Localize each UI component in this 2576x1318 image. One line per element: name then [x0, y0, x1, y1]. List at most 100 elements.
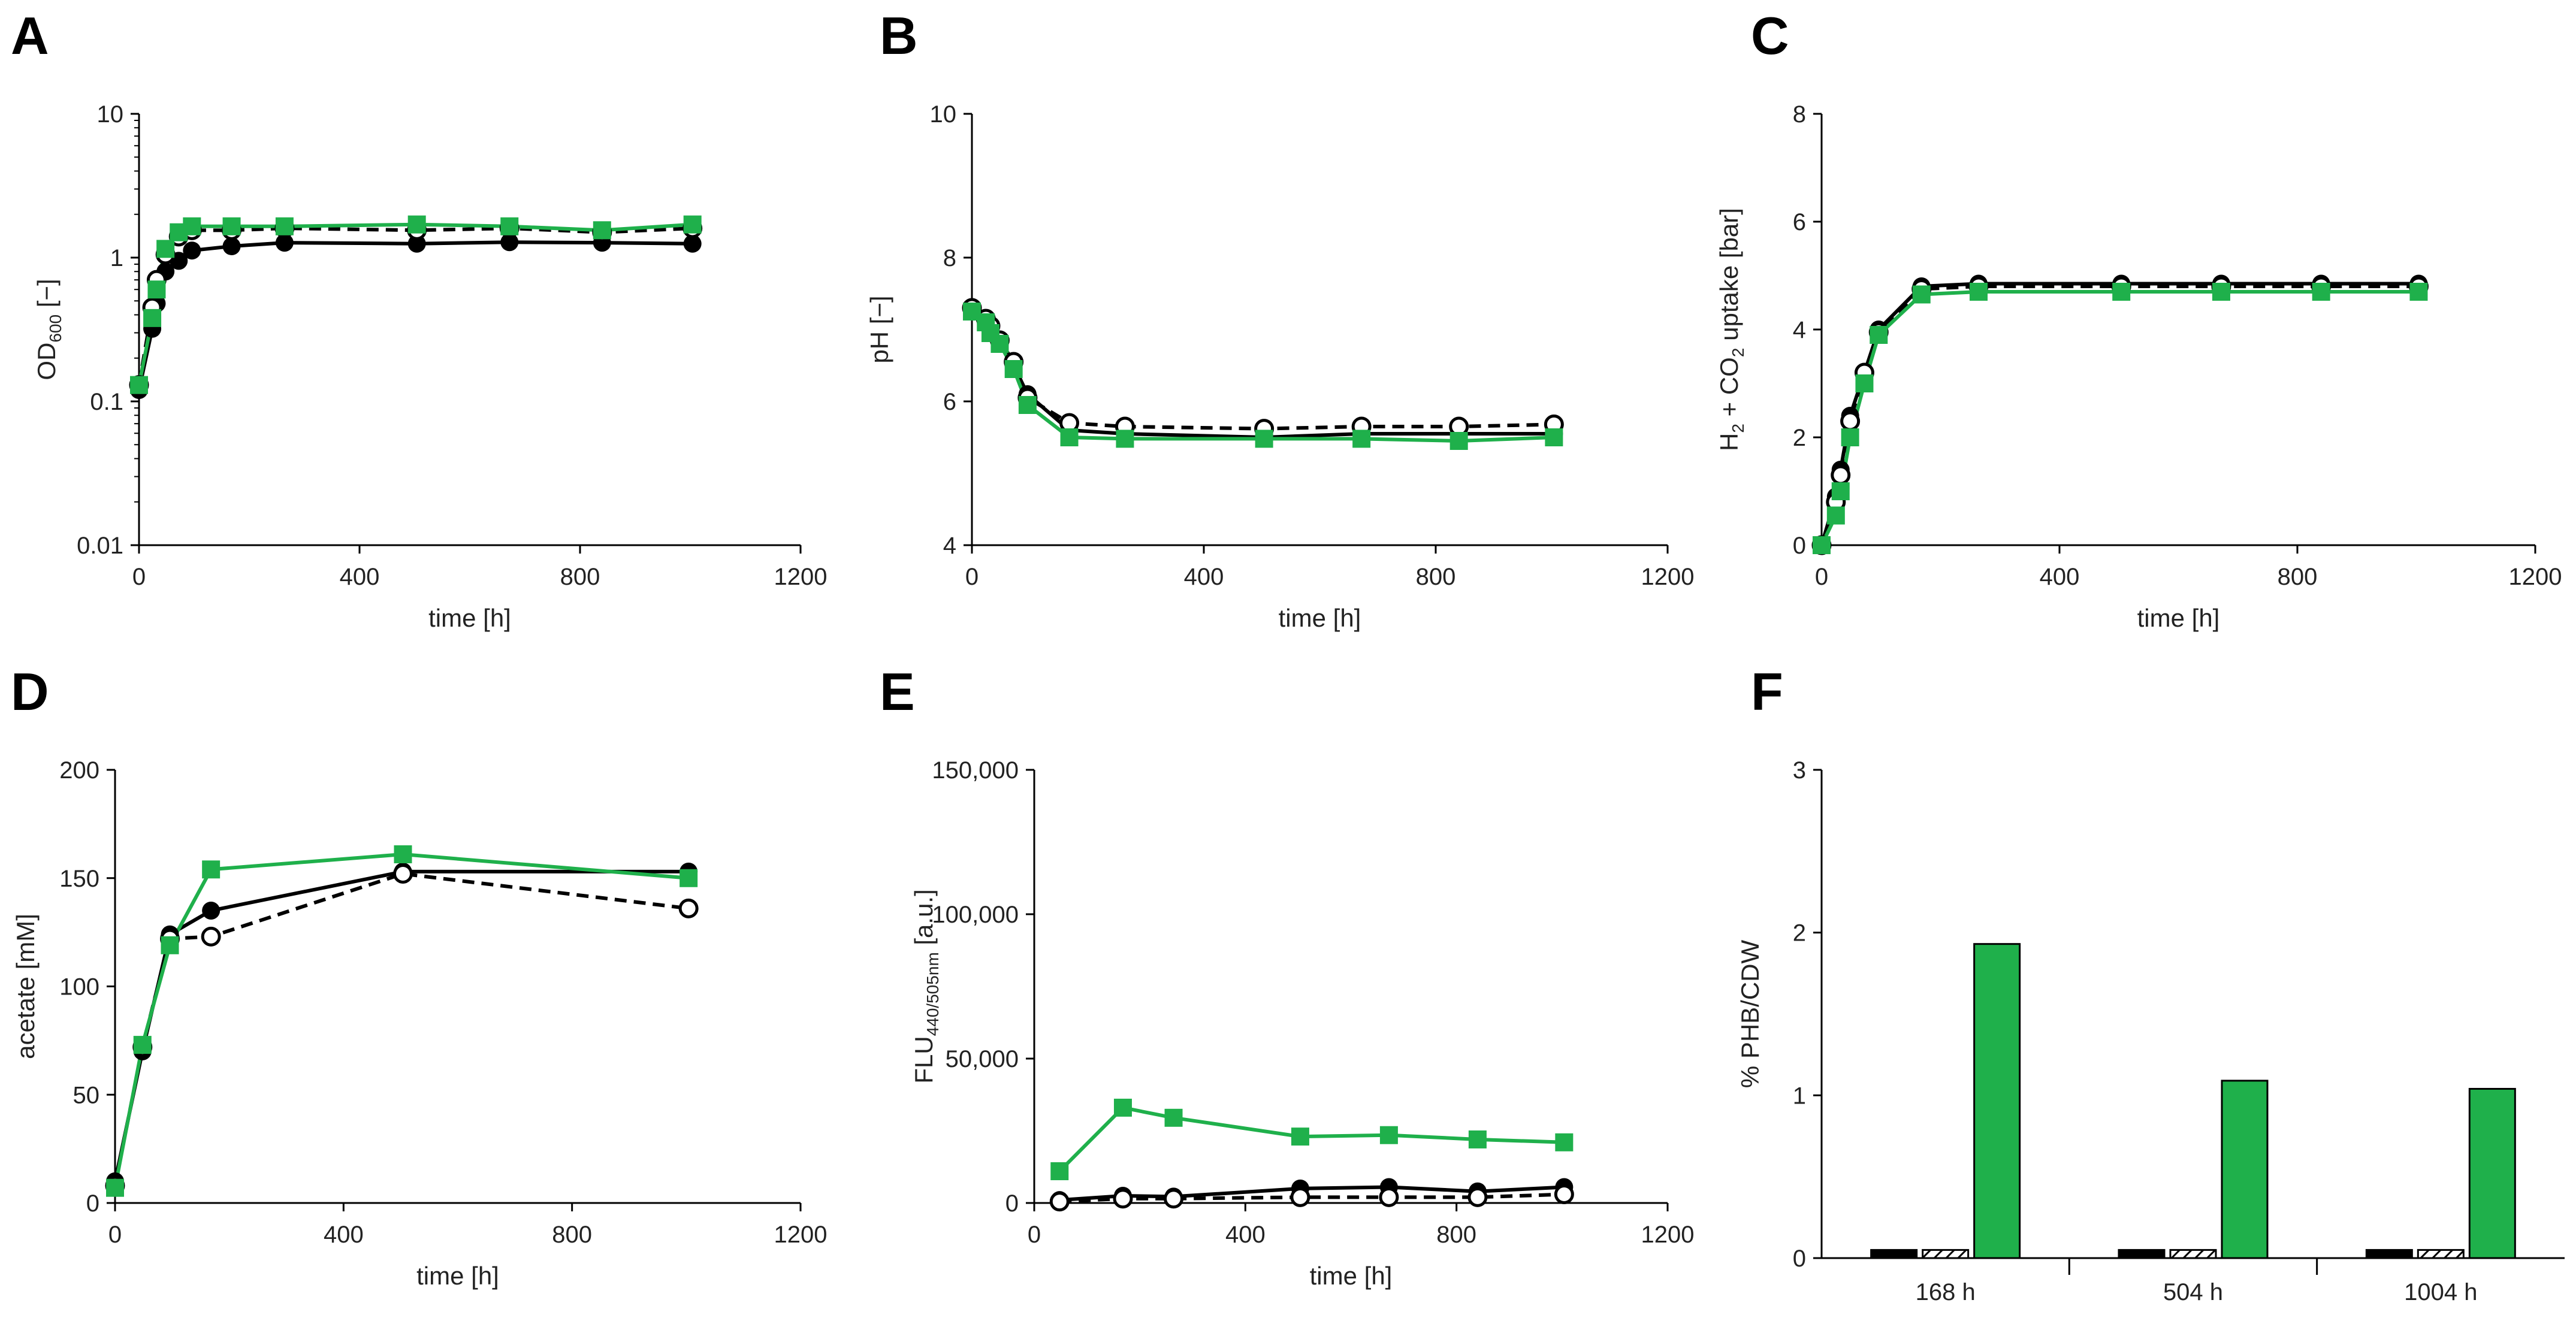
point-strain-3: [407, 215, 426, 234]
point-strain-3: [500, 217, 519, 235]
point-strain-1: [275, 234, 294, 252]
point-strain-3: [1018, 396, 1037, 414]
point-strain-3: [1468, 1130, 1487, 1148]
y-tick-label: 50: [73, 1082, 100, 1108]
x-tick-label: 400: [2040, 564, 2080, 590]
point-strain-2: [1831, 465, 1851, 485]
point-strain-3: [593, 221, 611, 240]
x-tick-label: 0: [132, 564, 146, 590]
point-strain-3: [2212, 283, 2230, 301]
series-line-strain-1: [1820, 282, 2419, 546]
x-tick-label: 800: [560, 564, 600, 590]
point-strain-1: [683, 234, 702, 253]
point-strain-3: [1870, 326, 1888, 344]
point-strain-1: [202, 901, 221, 920]
point-strain-3: [1379, 1126, 1398, 1144]
y-tick-label: 3: [1793, 757, 1806, 784]
point-strain-3: [1004, 360, 1023, 378]
series-line-strain-3: [1058, 1105, 1565, 1173]
series-line-strain-2: [113, 872, 689, 1186]
panel-e: E 0 400 800 1200 0 50,000 100,000 150,000 time [h…: [880, 662, 1694, 1290]
x-tick-label: 0: [108, 1222, 122, 1248]
panel-letter-b: B: [880, 6, 918, 65]
point-strain-3: [1116, 430, 1134, 448]
x-axis-title: time [h]: [2137, 604, 2220, 632]
bar-strain-3-504h: [2221, 1080, 2269, 1259]
bar-strain-1-1004h: [2365, 1249, 2413, 1259]
point-strain-3: [2112, 283, 2131, 301]
x-tick-label: 800: [552, 1222, 592, 1248]
point-strain-2: [1554, 1184, 1574, 1205]
point-strain-3: [1255, 430, 1273, 448]
x-axis-title: time [h]: [1279, 604, 1361, 632]
panel-letter-d: D: [11, 662, 49, 721]
point-strain-3: [1050, 1162, 1069, 1180]
panel-c: C 0 400 800 1200 0 2 4 6 8 time [h] H2 + CO2 uptake…: [1715, 6, 2562, 632]
x-tick-label: 1200: [1641, 1222, 1695, 1248]
y-tick-label: 0.1: [90, 389, 123, 415]
point-strain-3: [2312, 283, 2330, 301]
point-strain-3: [130, 376, 148, 394]
y-tick-label: 6: [1793, 209, 1806, 235]
x-tick-label: 400: [324, 1222, 364, 1248]
panel-f: F 0 1 2 3 168 h 504 h 1004 h % PHB/CDW: [1736, 662, 2565, 1305]
point-strain-3: [222, 217, 241, 235]
point-strain-2: [1467, 1187, 1488, 1207]
point-strain-3: [1352, 430, 1371, 448]
point-strain-2: [678, 898, 699, 918]
category-label: 1004 h: [2404, 1279, 2477, 1305]
y-tick-label: 8: [1793, 101, 1806, 128]
y-tick-label: 4: [1793, 317, 1806, 343]
y-tick-label: 0.01: [77, 533, 123, 559]
series-line-strain-2: [1820, 285, 2419, 546]
x-tick-label: 800: [1436, 1222, 1476, 1248]
x-tick-label: 0: [1028, 1222, 1041, 1248]
y-tick-label: 1: [110, 245, 123, 271]
y-axis-title: OD600 [−]: [32, 279, 65, 380]
point-strain-3: [183, 217, 201, 235]
point-strain-3: [161, 936, 179, 954]
bar-strain-2-1004h: [2417, 1249, 2465, 1259]
x-tick-label: 0: [1815, 564, 1828, 590]
x-axis-title: time [h]: [416, 1262, 499, 1290]
bar-strain-2-504h: [2169, 1249, 2217, 1259]
series-line-strain-2: [971, 306, 1554, 431]
point-strain-3: [1841, 428, 1859, 446]
point-strain-1: [222, 237, 241, 255]
y-tick-label: 100,000: [932, 902, 1019, 928]
point-strain-3: [394, 845, 412, 863]
point-strain-3: [680, 869, 698, 887]
y-tick-label: 0: [1793, 533, 1806, 559]
point-strain-2: [1113, 1189, 1133, 1209]
panel-letter-e: E: [880, 662, 915, 721]
panel-b: B 0 400 800 1200 4 6 8 10 time [h] pH [−]: [865, 6, 1694, 632]
x-tick-label: 800: [1416, 564, 1456, 590]
y-tick-label: 0: [86, 1190, 99, 1217]
x-tick-label: 800: [2278, 564, 2318, 590]
x-tick-label: 1200: [2509, 564, 2562, 590]
point-strain-3: [1164, 1108, 1183, 1127]
x-tick-label: 1200: [1641, 564, 1695, 590]
bar-strain-1-504h: [2118, 1249, 2166, 1259]
point-strain-3: [202, 860, 221, 879]
panel-letter-c: C: [1751, 6, 1789, 65]
point-strain-3: [1060, 428, 1079, 446]
y-tick-label: 150: [59, 866, 99, 892]
point-strain-3: [1555, 1133, 1574, 1151]
y-tick-label: 1: [1793, 1083, 1806, 1109]
y-tick-label: 2: [1793, 920, 1806, 947]
panel-letter-f: F: [1751, 662, 1783, 721]
panel-d: D 0 400 800 1200 0 50 100 150 200 time [h] acetate …: [11, 662, 827, 1290]
point-strain-1: [183, 241, 201, 260]
y-axis-title: H2 + CO2 uptake [bar]: [1715, 208, 1747, 451]
x-tick-label: 1200: [774, 564, 828, 590]
point-strain-2: [1290, 1187, 1310, 1207]
bar-strain-3-1004h: [2468, 1087, 2516, 1259]
point-strain-3: [1855, 374, 1874, 392]
y-tick-label: 0: [1005, 1190, 1019, 1217]
point-strain-3: [275, 217, 294, 235]
point-strain-3: [1449, 432, 1468, 450]
y-tick-label: 200: [59, 757, 99, 784]
panel-a: A 0 400 800 1200 0.01 0.1 1 10 time [h] OD600 [−]: [11, 6, 827, 632]
